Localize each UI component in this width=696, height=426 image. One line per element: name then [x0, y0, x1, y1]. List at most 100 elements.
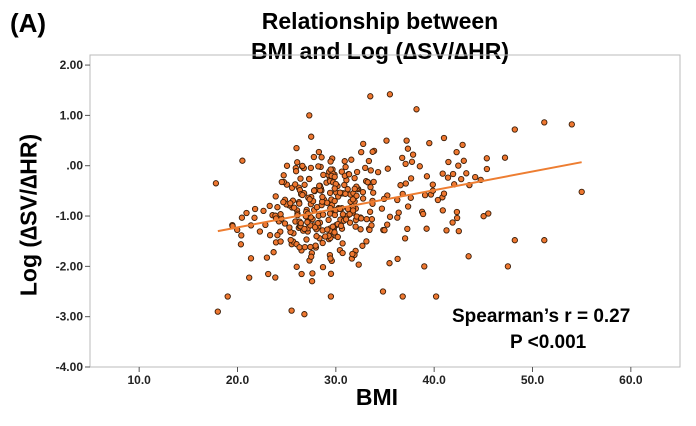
data-point [440, 134, 448, 142]
data-point [322, 233, 329, 240]
data-point [331, 229, 338, 236]
data-point [319, 263, 327, 271]
data-point [453, 214, 461, 222]
data-point [511, 126, 518, 133]
data-point [319, 193, 326, 201]
data-point [214, 308, 221, 315]
data-point [365, 157, 373, 165]
x-tick-label: 60.0 [619, 373, 643, 387]
data-point [568, 121, 575, 128]
data-point [364, 179, 371, 186]
data-point [308, 133, 315, 140]
data-point [315, 163, 322, 170]
data-point [306, 112, 313, 119]
data-point [316, 182, 323, 189]
data-point [407, 175, 415, 182]
data-point [306, 175, 313, 183]
data-point [292, 181, 299, 188]
data-point [367, 183, 374, 191]
data-point [298, 270, 305, 278]
data-point [307, 164, 315, 172]
data-point [455, 162, 462, 169]
data-point [346, 219, 354, 226]
data-point [511, 237, 518, 244]
data-point [334, 233, 341, 241]
y-tick-label: 2.00 [60, 58, 84, 72]
data-point [349, 196, 357, 203]
data-point [331, 185, 338, 192]
data-point [337, 222, 345, 230]
data-point [349, 207, 357, 214]
data-point [296, 200, 303, 207]
data-point [404, 203, 412, 210]
data-point [402, 160, 409, 168]
data-point [319, 239, 326, 247]
y-tick-label: -4.00 [56, 360, 84, 374]
data-point [370, 178, 377, 186]
data-point [327, 270, 335, 277]
data-point [401, 235, 409, 242]
data-point [280, 172, 287, 179]
data-point [238, 214, 246, 221]
data-point [449, 170, 457, 178]
data-point [379, 288, 387, 295]
data-point [224, 293, 231, 300]
data-point [301, 225, 308, 233]
data-point [409, 151, 417, 158]
data-point [439, 207, 446, 214]
data-point [358, 148, 365, 156]
data-point [504, 263, 512, 270]
data-point [351, 174, 358, 182]
data-point [339, 240, 346, 247]
data-point [370, 189, 377, 196]
data-point [423, 225, 430, 232]
data-point [358, 215, 365, 222]
data-point [366, 208, 374, 215]
data-point [310, 187, 318, 194]
data-point [423, 173, 431, 180]
data-point [472, 173, 479, 181]
data-point [331, 197, 338, 205]
data-point [301, 243, 309, 251]
data-point [326, 189, 334, 197]
data-point [246, 274, 253, 281]
data-point [260, 207, 267, 215]
data-point [345, 171, 353, 178]
data-point [460, 157, 467, 164]
data-point [239, 157, 246, 164]
data-point [408, 158, 416, 165]
data-point [458, 175, 465, 183]
data-point [485, 210, 492, 217]
data-point [299, 191, 306, 199]
x-tick-label: 20.0 [226, 373, 250, 387]
p-value-annotation: P <0.001 [510, 332, 587, 353]
data-point [383, 137, 390, 144]
data-point [278, 178, 285, 186]
data-point [381, 227, 388, 234]
data-point [291, 204, 298, 211]
data-point [419, 210, 427, 218]
data-point [318, 154, 325, 161]
data-point [386, 91, 394, 98]
data-point [327, 166, 334, 173]
data-point [325, 216, 332, 224]
data-point [293, 263, 300, 270]
data-point [327, 158, 334, 165]
data-point [266, 232, 274, 239]
axes: 2.00 1.00 .00 -1.00 -2.00 -3.00 -4.00 10.0 20.0 3… [56, 54, 681, 387]
x-tick-label: 30.0 [324, 373, 348, 387]
data-point [319, 211, 327, 218]
data-point [355, 261, 362, 268]
data-point [349, 250, 356, 258]
data-point [378, 205, 386, 212]
data-point [327, 255, 334, 262]
data-point [265, 270, 272, 278]
data-point [384, 221, 391, 228]
data-point [313, 203, 321, 211]
data-point [324, 226, 331, 233]
data-point [280, 198, 287, 206]
data-point [404, 225, 411, 233]
data-point [416, 163, 423, 170]
data-point [440, 190, 448, 197]
data-point [308, 278, 316, 285]
